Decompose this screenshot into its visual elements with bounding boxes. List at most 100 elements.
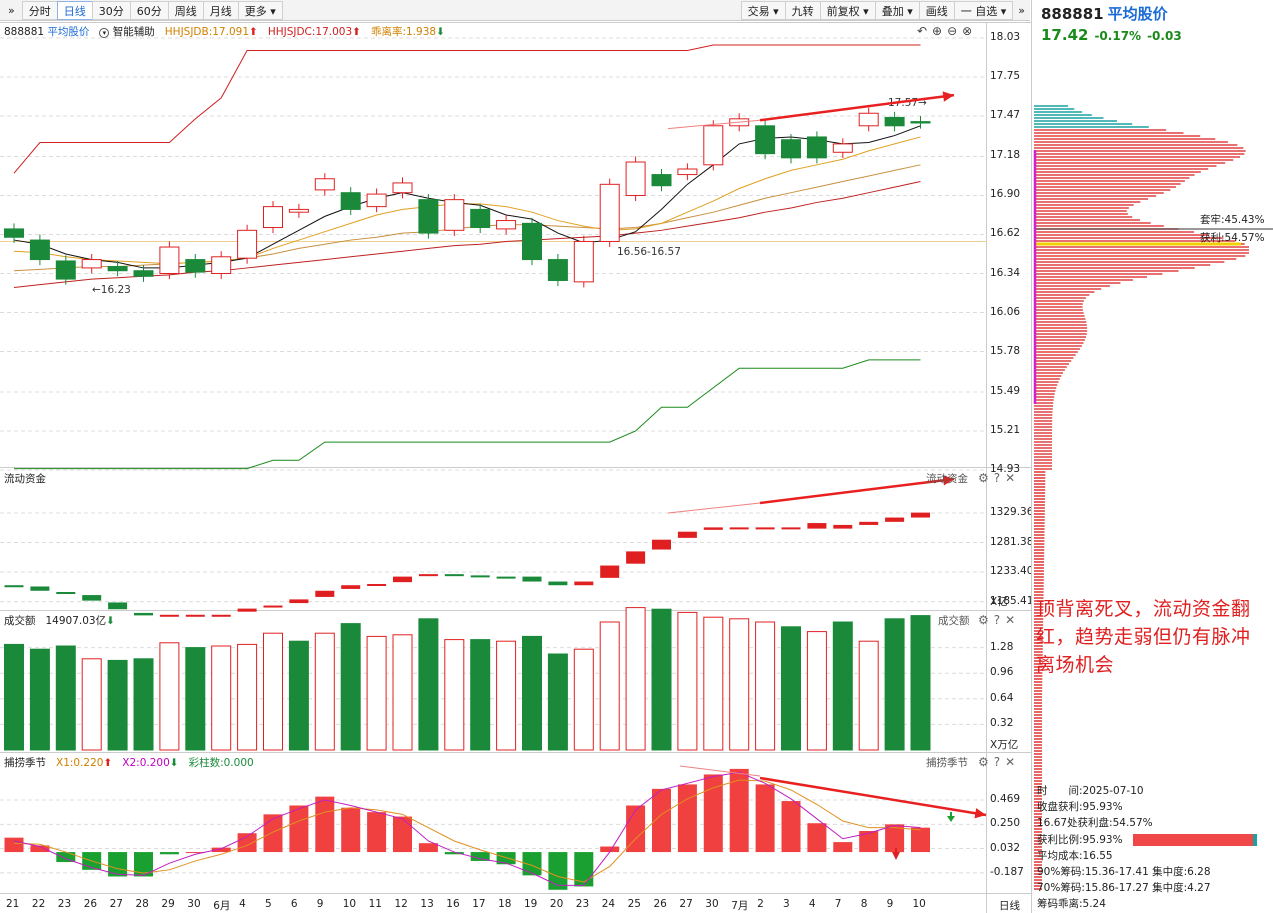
season-bar <box>315 796 335 853</box>
volume-bar <box>159 642 180 751</box>
volume-bar <box>314 632 335 751</box>
nine-turn-button[interactable]: 九转 <box>784 1 821 20</box>
candle-body <box>547 259 568 281</box>
season-y-tick: 0.032 <box>990 841 1021 854</box>
flow-bar <box>418 574 438 577</box>
season-bar <box>729 768 749 853</box>
panel-controls-main[interactable]: ↶⊕⊖⊗ <box>917 24 978 38</box>
flow-y-tick: 1185.41 <box>990 594 1034 607</box>
main-y-tick: 17.75 <box>990 70 1021 83</box>
season-overlay-label: 捕捞季节 <box>926 757 968 769</box>
season-down-arrow <box>947 812 955 822</box>
ma60-line <box>13 181 921 288</box>
x-tick-label: 25 <box>627 898 641 910</box>
x-tick-label: 27 <box>679 898 693 910</box>
tab-daily[interactable]: 日线 <box>56 0 93 20</box>
more-label: 更多 <box>244 4 267 18</box>
flow-bar <box>444 574 464 577</box>
season-bar <box>548 852 568 890</box>
flow-overlay-label: 流动资金 <box>926 473 968 485</box>
flow-bar <box>315 590 335 597</box>
flow-trend-arrow <box>759 477 955 505</box>
main-y-tick: 15.21 <box>990 423 1021 436</box>
trade-button[interactable]: 交易 ▾ <box>740 1 786 20</box>
season-bar <box>911 827 930 853</box>
draw-button[interactable]: 画线 <box>918 1 955 20</box>
upper-band-line <box>13 44 921 174</box>
expand-icon[interactable]: » <box>1018 4 1025 17</box>
smart-assist-toggle[interactable]: ▾ 智能辅助 <box>99 24 155 39</box>
main-y-tick: 14.93 <box>990 463 1021 475</box>
candle-body <box>340 192 361 210</box>
volume-bar <box>211 645 232 751</box>
flow-bar <box>108 602 128 610</box>
candle-body <box>4 228 24 238</box>
flow-y-tick: 1329.36 <box>990 506 1034 518</box>
season-panel-info: 捕捞季节 X1:0.220⬆ X2:0.200⬇ 彩柱数:0.000 <box>4 755 254 770</box>
season-bar <box>652 788 671 853</box>
flow-bar <box>626 551 646 564</box>
vol-panel-controls[interactable]: ⚙?✕ <box>978 613 1021 627</box>
season-bar <box>574 852 594 887</box>
volume-bar <box>340 623 361 751</box>
x-tick-label: 23 <box>575 898 590 910</box>
flow-panel-controls[interactable]: ⚙?✕ <box>978 471 1021 485</box>
period-label[interactable]: 日线 <box>999 900 1020 912</box>
candle-body <box>573 240 594 283</box>
main-panel-info: 888881 平均股价 ▾ 智能辅助 HHJSJDB:17.091⬆ HHJSJ… <box>4 24 445 39</box>
flow-bar <box>185 614 205 617</box>
flow-trend-thin <box>667 502 761 514</box>
flow-bar <box>393 576 412 583</box>
x-tick-label: 30 <box>187 898 201 910</box>
candle-body <box>81 259 102 269</box>
season-title: 捕捞季节 <box>4 757 46 769</box>
x-tick-label: 7 <box>834 898 842 910</box>
candle-body <box>392 182 413 194</box>
season-bar <box>341 807 361 853</box>
season-x1: X1:0.220⬆ <box>56 756 113 769</box>
season-bar <box>185 852 205 854</box>
toolbar: » 分时 日线 30分 60分 周线 月线 更多 ▾ 交易 ▾ 九转 前复权 ▾… <box>0 0 1030 21</box>
candle-body <box>314 178 335 191</box>
indicator-bias: 乖离率:1.938⬇ <box>370 26 445 38</box>
flow-bar <box>652 539 671 550</box>
chart-canvas[interactable]: 17.57→16.56-16.57←16.23 <box>0 0 1031 913</box>
x-tick-label: 20 <box>549 898 564 910</box>
adjust-button[interactable]: 前复权 ▾ <box>819 1 876 20</box>
vol-panel-info: 成交额 14907.03亿⬇ <box>4 613 115 628</box>
flow-bar <box>859 521 879 525</box>
candle-body <box>237 229 258 259</box>
flow-bar <box>911 512 930 518</box>
season-trend-thin <box>679 765 761 777</box>
side-panel: 888881 平均股价 17.42 -0.17% -0.03 <box>1031 0 1273 913</box>
season-bar <box>367 812 387 853</box>
x-tick-label: 27 <box>109 898 123 910</box>
x-tick-label: 22 <box>31 898 46 910</box>
flow-bar <box>677 531 697 538</box>
vol-overlay-label: 成交额 <box>938 615 970 627</box>
volume-bar <box>392 634 413 751</box>
season-bar <box>393 816 412 853</box>
season-trend-arrow <box>759 776 987 817</box>
flow-bar <box>574 581 594 586</box>
stat-chip-70: 70%筹码:15.86-17.27 集中度:4.27 <box>1037 882 1211 895</box>
chip-stats: 时 间:2025-07-10 收盘获利:95.93% 16.67处获利盘:54.… <box>1037 783 1257 913</box>
candle-body <box>522 222 542 261</box>
x-tick-label: 13 <box>420 898 434 910</box>
tab-monthly[interactable]: 月线 <box>202 0 239 20</box>
collapse-icon[interactable]: » <box>8 3 15 17</box>
x-tick-label: 17 <box>472 898 486 910</box>
season-panel-controls[interactable]: ⚙?✕ <box>978 755 1021 769</box>
tab-more[interactable]: 更多 ▾ <box>237 0 283 20</box>
volume-bar <box>651 608 672 751</box>
watchlist-button[interactable]: 一 自选 ▾ <box>953 1 1014 20</box>
tab-60min[interactable]: 60分 <box>129 0 169 20</box>
volume-bar <box>858 640 879 751</box>
volume-bar <box>755 621 776 751</box>
x-tick-label: 16 <box>446 898 460 910</box>
overlay-button[interactable]: 叠加 ▾ <box>874 1 920 20</box>
overlay-label: 叠加 <box>881 5 904 18</box>
toggle-icon: ▾ <box>99 28 110 38</box>
season-bar <box>677 784 697 853</box>
flow-panel-info: 流动资金 <box>4 471 46 486</box>
